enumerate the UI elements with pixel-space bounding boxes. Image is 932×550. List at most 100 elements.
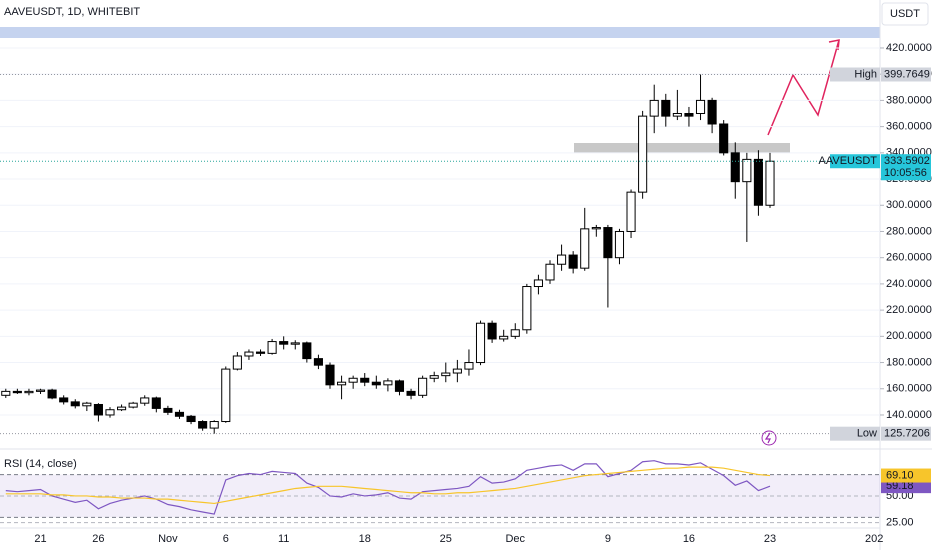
candle-body [221,368,231,423]
arrow-head [828,39,840,51]
candle-body [719,123,729,154]
y-tick-label: 300.0000 [886,199,932,211]
price-box [881,426,931,441]
candle-body [441,372,451,377]
candle-body [661,99,671,117]
y-tick-label: 360.0000 [886,121,932,133]
candle-body [522,286,532,331]
y-tick-label: 180.0000 [886,356,932,368]
candle-body [765,160,775,206]
countdown-label: 10:05:56 [884,167,927,179]
y-tick-label: 280.0000 [886,225,932,237]
value-label: 59.18 [886,480,914,492]
y-tick-label: 160.0000 [886,383,932,395]
candle-body [24,390,34,394]
x-tick-label: 11 [278,533,289,545]
candle-body [568,254,578,269]
candle-body [290,342,300,345]
candle-body [684,113,694,117]
candle-body [174,411,185,417]
candle-body [12,390,22,394]
candle-body [487,322,497,340]
candle-body [47,389,57,399]
candle-body [753,158,763,206]
x-tick-label: 25 [440,533,452,545]
candle-body [267,341,277,354]
x-tick-label: Nov [158,533,178,545]
indicator-title: RSI (14, close) [4,458,77,470]
value-box [881,479,931,494]
candle-body [140,397,150,404]
candle-body [337,381,347,386]
candle-body [244,351,254,357]
candle-body [545,263,555,281]
candle-body [464,362,474,370]
candle-body [707,99,717,125]
candle-body [742,158,752,183]
candle-body [302,342,312,360]
candle-body [510,329,520,337]
candle-body [313,358,323,366]
y-tick-label: 380.0000 [886,94,932,106]
candle-body [406,390,416,396]
y-tick-label: 25.00 [886,517,914,529]
y-tick-label: 200.0000 [886,330,932,342]
candle-body [649,99,659,117]
marker-label: Low [857,428,877,440]
y-tick-label: 220.0000 [886,304,932,316]
candle-body [371,381,381,386]
x-tick-label: 16 [683,533,695,545]
label-box [830,426,880,441]
price-label: 125.7206 [884,428,930,440]
price-label: 399.7649 [884,68,930,80]
candle-body [232,355,242,370]
candle-body [383,380,393,386]
candle-body [614,230,625,259]
candle-body [163,407,173,413]
x-tick-label: 9 [605,533,611,545]
candle-body [418,377,428,396]
label-box [830,154,880,169]
candle-body [151,397,161,409]
x-tick-label: 202 [865,533,883,545]
rsi-band [0,474,880,518]
unit-label: USDT [890,8,920,20]
y-tick-label: 260.0000 [886,252,932,264]
candle-body [35,389,46,392]
candle-body [186,415,196,423]
indicator-line [5,466,771,505]
candle-body [394,380,405,392]
label-box [830,67,880,82]
value-label: 69.10 [886,469,914,481]
price-box [881,67,931,82]
event-icon[interactable] [761,430,777,446]
chart-title: AAVEUSDT, 1D, WHITEBIT [4,6,140,18]
drawn-arrow [767,39,840,136]
drawn-zone [0,27,880,38]
candle-body [452,368,462,374]
x-tick-label: Dec [505,533,525,545]
candle-body [82,402,92,407]
price-box [881,154,931,181]
marker-label: AAVEUSDT [819,155,878,167]
candle-body [128,402,138,408]
y-tick-label: 140.0000 [886,409,932,421]
candle-body [1,390,11,396]
candle-body [279,341,289,345]
candle-body [209,421,219,429]
candle-body [672,113,682,117]
candle-body [533,279,543,288]
unit-button[interactable] [881,2,929,26]
candle-body [255,351,266,354]
candle-body [695,99,706,115]
candle-body [475,322,486,364]
candle-body [557,254,567,265]
candle-body [117,406,127,411]
candle-body [325,364,335,386]
drawn-zone [574,143,790,153]
event-icon-bolt [764,432,771,444]
candle-body [198,421,208,429]
candle-body [105,409,115,416]
candle-body [626,191,636,232]
